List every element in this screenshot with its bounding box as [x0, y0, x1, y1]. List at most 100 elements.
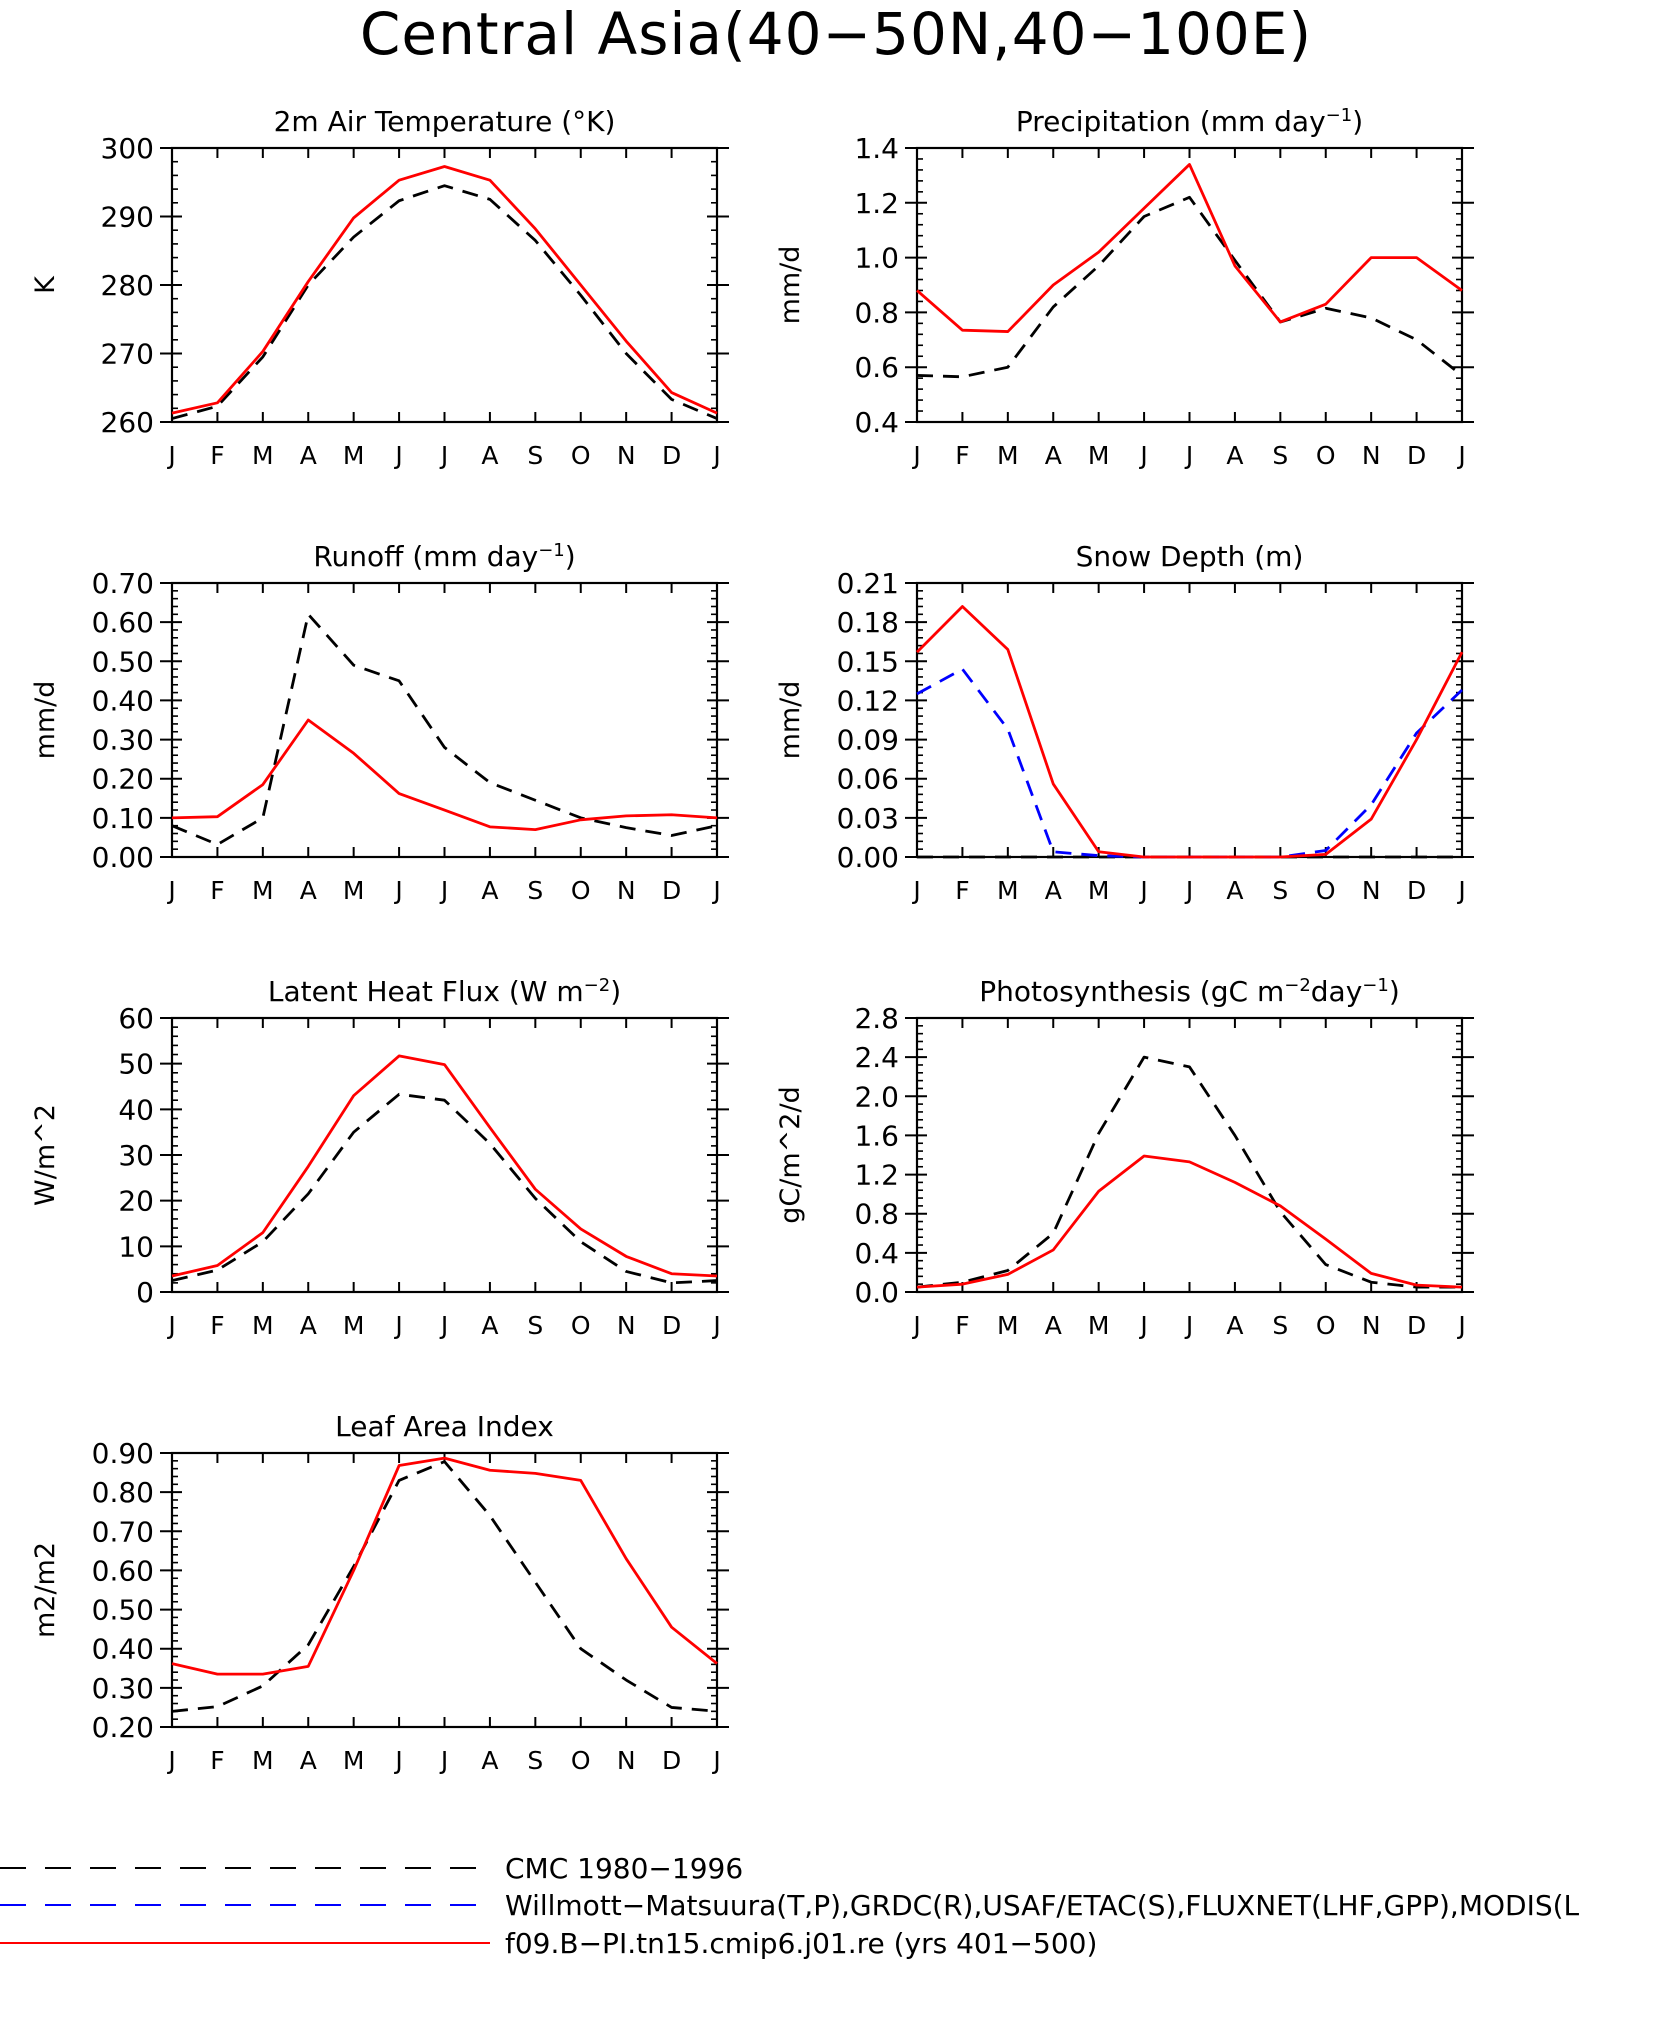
x-tick-label: M	[252, 441, 274, 470]
y-tick-label: 0.03	[837, 802, 899, 835]
x-tick-label: M	[252, 1311, 274, 1340]
x-tick-label: J	[911, 876, 920, 905]
x-tick-label: D	[662, 1311, 681, 1340]
x-tick-label: O	[571, 1746, 591, 1775]
x-tick-label: M	[1088, 876, 1110, 905]
x-tick-label: N	[617, 441, 636, 470]
legend-label-3: f09.B−PI.tn15.cmip6.j01.re (yrs 401−500)	[505, 1927, 1097, 1960]
x-tick-label: M	[252, 1746, 274, 1775]
x-tick-label: M	[1088, 1311, 1110, 1340]
x-tick-label: J	[711, 441, 720, 470]
series-line-2	[916, 163, 1463, 333]
chart-panel-4: J F M A M J J A S O N D J0.000.030.060.090.120.150.1…	[775, 540, 1474, 905]
x-tick-label: A	[300, 441, 317, 470]
series-line-1	[916, 195, 1463, 379]
x-tick-label: S	[527, 441, 543, 470]
x-tick-label: A	[1045, 876, 1062, 905]
x-tick-label: J	[1184, 876, 1193, 905]
y-tick-label: 260	[101, 406, 154, 439]
x-tick-label: S	[527, 1746, 543, 1775]
x-tick-label: M	[1088, 441, 1110, 470]
x-tick-label: J	[439, 876, 448, 905]
x-tick-label: A	[1045, 1311, 1062, 1340]
y-tick-label: 1.2	[854, 1159, 899, 1192]
x-tick-label: J	[166, 876, 175, 905]
y-tick-label: 0.09	[837, 724, 899, 757]
chart-title: Snow Depth (m)	[1076, 540, 1304, 573]
plot-frame	[915, 1016, 1464, 1294]
x-tick-label: D	[1407, 1311, 1426, 1340]
y-tick-label: 0.40	[92, 684, 154, 717]
x-tick-label: A	[300, 876, 317, 905]
x-tick-label: M	[997, 876, 1019, 905]
x-tick-label: J	[439, 1311, 448, 1340]
x-tick-label: N	[617, 1746, 636, 1775]
x-tick-label: D	[1407, 876, 1426, 905]
x-tick-label: J	[1184, 441, 1193, 470]
y-tick-label: 2.4	[854, 1041, 899, 1074]
y-tick-label: 20	[118, 1185, 154, 1218]
legend: CMC 1980−1996 Willmott−Matsuura(T,P),GRDC…	[0, 1852, 1580, 1960]
x-tick-label: J	[166, 1311, 175, 1340]
y-tick-label: 0.20	[92, 1711, 154, 1744]
x-tick-label: M	[343, 1311, 365, 1340]
x-tick-label: A	[481, 1746, 498, 1775]
y-tick-label: 300	[101, 132, 154, 165]
y-tick-label: 280	[101, 269, 154, 302]
plot-frame	[170, 1016, 719, 1294]
y-tick-label: 1.6	[854, 1119, 899, 1152]
y-tick-label: 0.15	[837, 645, 899, 678]
series-line-1	[171, 612, 718, 846]
x-tick-label: D	[1407, 441, 1426, 470]
x-tick-label: J	[1138, 1311, 1147, 1340]
y-tick-label: 0.21	[837, 567, 899, 600]
x-tick-label: J	[393, 876, 402, 905]
x-tick-label: J	[1456, 441, 1465, 470]
x-tick-label: A	[481, 441, 498, 470]
x-tick-label: J	[439, 441, 448, 470]
y-axis-label: mm/d	[775, 681, 806, 760]
x-tick-label: A	[1045, 441, 1062, 470]
x-tick-label: D	[662, 1746, 681, 1775]
y-tick-label: 0.8	[854, 296, 899, 329]
chart-title: 2m Air Temperature (°K)	[274, 105, 616, 138]
y-tick-label: 1.4	[854, 132, 899, 165]
y-axis-label: K	[30, 275, 61, 294]
x-tick-label: J	[711, 876, 720, 905]
y-tick-label: 0.90	[92, 1437, 154, 1470]
chart-title: Photosynthesis (gC m−2day−1)	[979, 975, 1400, 1008]
x-tick-label: A	[481, 876, 498, 905]
chart-panel-3: J F M A M J J A S O N D J0.000.100.200.300.400.500.6…	[30, 540, 729, 905]
x-tick-label: O	[1316, 876, 1336, 905]
x-tick-label: J	[1138, 441, 1147, 470]
plot-frame	[170, 146, 719, 424]
y-tick-label: 0.50	[92, 645, 154, 678]
x-tick-label: M	[252, 876, 274, 905]
x-tick-label: A	[300, 1311, 317, 1340]
y-tick-label: 0.80	[92, 1476, 154, 1509]
y-axis-label: mm/d	[775, 246, 806, 325]
x-tick-label: J	[1138, 876, 1147, 905]
y-tick-label: 40	[118, 1093, 154, 1126]
series-line-2	[171, 1054, 718, 1278]
x-tick-label: A	[1226, 876, 1243, 905]
x-tick-label: F	[210, 1746, 224, 1775]
x-tick-label: J	[711, 1311, 720, 1340]
x-tick-label: J	[1456, 876, 1465, 905]
x-tick-label: F	[955, 441, 969, 470]
x-tick-label: J	[1456, 1311, 1465, 1340]
y-tick-label: 10	[118, 1230, 154, 1263]
x-tick-label: J	[1184, 1311, 1193, 1340]
y-tick-label: 60	[118, 1002, 154, 1035]
x-tick-label: A	[300, 1746, 317, 1775]
y-tick-label: 0.6	[854, 351, 899, 384]
x-tick-label: N	[1362, 1311, 1381, 1340]
series-line-1	[171, 1092, 718, 1285]
x-tick-label: F	[210, 441, 224, 470]
y-tick-label: 0.10	[92, 802, 154, 835]
y-tick-label: 1.2	[854, 187, 899, 220]
x-tick-label: O	[571, 876, 591, 905]
x-tick-label: F	[955, 876, 969, 905]
